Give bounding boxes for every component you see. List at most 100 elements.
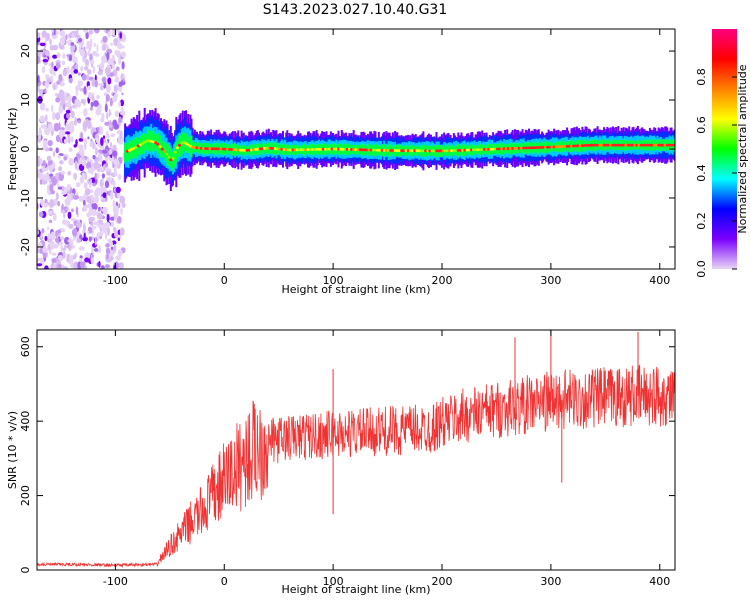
heatmap-noise-cell [53,198,58,206]
heatmap-peak-cell [432,149,436,153]
heatmap-noise-cell [75,63,79,70]
colorbar-tick-label: 0.0 [695,260,708,278]
heatmap-noise-cell [66,194,70,203]
heatmap-peak-cell [598,143,602,147]
heatmap-peak-cell [341,147,345,151]
heatmap-noise-region [37,29,127,269]
heatmap-noise-cell [109,256,114,261]
heatmap-noise-cell [59,160,64,165]
heatmap-noise-cell [48,178,52,182]
heatmap-noise-cell [114,209,119,218]
heatmap-noise-cell [58,241,64,245]
heatmap-noise-cell [92,154,96,160]
heatmap-peak-cell [321,147,325,151]
heatmap-noise-cell [114,85,118,93]
heatmap-noise-cell [89,178,92,185]
heatmap-noise-cell [95,53,100,57]
heatmap-noise-cell [48,219,53,224]
heatmap-noise-cell [102,35,108,43]
heatmap-noise-cell [110,133,116,137]
heatmap-peak-cell [421,149,426,153]
heatmap-noise-cell [58,166,63,172]
heatmap-noise-cell [106,171,112,176]
heatmap-peak-cell [326,147,330,151]
heatmap-peak-cell [304,148,308,152]
heatmap-noise-cell [88,236,92,242]
colorbar-strip [712,29,737,269]
heatmap-noise-cell [75,139,78,147]
heatmap-noise-cell [100,265,105,269]
heatmap-peak-cell [524,146,528,150]
heatmap-noise-cell [49,198,55,208]
heatmap-noise-cell [114,110,120,118]
heatmap-peak-cell [424,149,428,153]
heatmap-noise-cell [49,67,55,75]
heatmap-noise-cell [105,67,111,76]
heatmap-noise-cell [120,207,123,215]
heatmap-noise-cell [98,82,105,87]
heatmap-noise-cell [42,142,48,150]
heatmap-noise-cell [68,78,73,84]
heatmap-noise-cell [51,177,58,186]
heatmap-noise-cell [62,250,66,259]
heatmap-peak-cell [167,155,171,159]
heatmap-noise-cell [66,256,70,263]
heatmap-noise-cell [116,130,122,135]
heatmap-noise-cell [113,123,120,130]
heatmap-noise-cell [104,138,107,144]
heatmap-noise-cell [118,135,121,144]
heatmap-noise-cell [113,264,117,269]
heatmap-noise-cell [113,93,119,98]
heatmap-noise-cell [56,52,61,59]
heatmap-noise-cell [46,226,50,231]
heatmap-noise-cell [91,209,97,216]
heatmap-noise-cell [94,29,100,34]
heatmap-noise-cell [92,225,97,230]
heatmap-noise-cell [38,132,42,139]
heatmap-noise-cell [61,60,66,66]
heatmap-noise-cell [65,109,71,114]
heatmap-peak-cell [208,147,212,151]
heatmap-noise-cell [92,66,96,74]
heatmap-peak-cell [408,149,412,153]
heatmap-noise-cell [76,238,81,243]
heatmap-noise-cell [83,100,86,106]
heatmap-noise-cell [88,167,91,174]
heatmap-noise-cell [87,49,91,57]
heatmap-noise-cell [55,230,58,238]
heatmap-noise-cell [73,30,79,38]
heatmap-noise-cell [83,203,88,212]
heatmap-noise-cell [114,42,117,46]
heatmap-noise-cell [93,42,96,48]
heatmap-noise-cell [83,108,88,117]
heatmap-noise-cell [93,196,99,204]
heatmap-noise-cell [75,101,80,106]
heatmap-noise-cell [39,42,46,47]
heatmap-peak-cell [352,148,356,152]
heatmap-noise-cell [87,161,92,169]
heatmap-peak-cell [624,143,628,147]
heatmap-noise-cell [86,40,91,49]
heatmap-noise-cell [63,187,68,195]
heatmap-noise-cell [65,121,69,131]
heatmap-noise-cell [102,192,107,199]
heatmap-noise-cell [102,135,106,140]
heatmap-noise-cell [37,159,41,168]
heatmap-peak-cell [644,143,648,147]
heatmap-noise-cell [86,203,92,209]
heatmap-peak-cell [661,143,665,147]
heatmap-noise-cell [113,180,116,188]
colorbar-tick-label: 0.8 [695,68,708,86]
heatmap-noise-cell [97,70,103,76]
heatmap-noise-cell [74,160,78,169]
spectrogram-y-tick-label: 0 [19,146,32,153]
heatmap-noise-cell [51,258,57,263]
heatmap-noise-cell [101,173,105,179]
heatmap-noise-cell [90,106,93,111]
heatmap-peak-cell [670,143,674,147]
heatmap-noise-cell [82,237,88,242]
heatmap-peak-cell [186,143,190,147]
heatmap-noise-cell [57,229,62,234]
snr-y-tick-label: 600 [19,336,32,357]
